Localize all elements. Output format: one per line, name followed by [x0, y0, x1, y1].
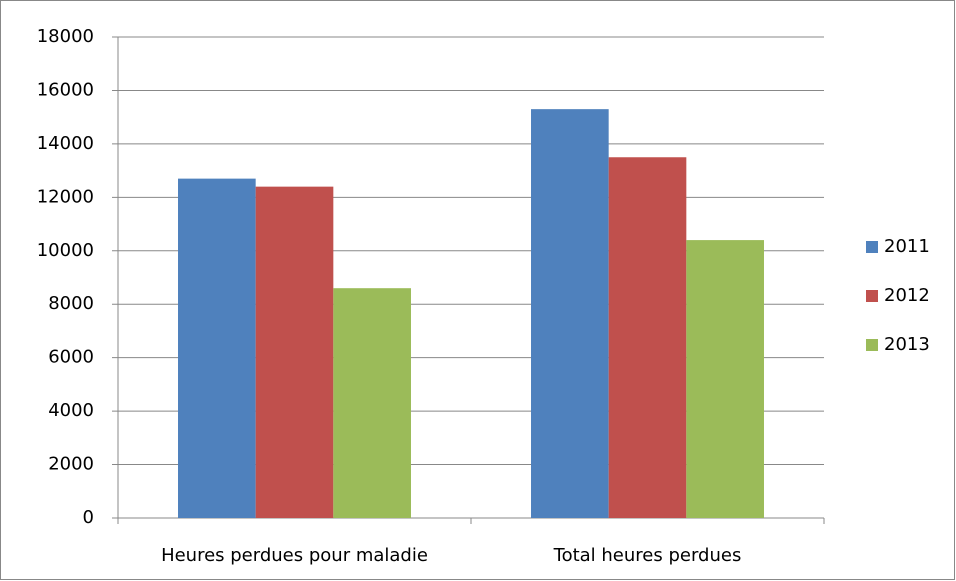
y-tick-label: 10000	[37, 240, 94, 261]
y-tick-label: 18000	[37, 26, 94, 47]
y-tick-label: 4000	[48, 400, 94, 421]
legend-label: 2013	[884, 334, 930, 355]
x-tick-label: Total heures perdues	[553, 545, 742, 566]
legend-label: 2012	[884, 285, 930, 306]
y-tick-label: 8000	[48, 293, 94, 314]
x-tick-label: Heures perdues pour maladie	[161, 545, 428, 566]
bar	[608, 157, 687, 518]
bar	[333, 288, 411, 518]
legend-swatch	[866, 290, 878, 302]
bar	[178, 178, 256, 518]
legend-swatch	[866, 241, 878, 253]
y-tick-label: 6000	[48, 347, 94, 368]
legend-swatch	[866, 339, 878, 351]
bar	[531, 109, 609, 519]
y-tick-label: 12000	[37, 186, 94, 207]
y-tick-label: 0	[83, 507, 94, 528]
y-tick-label: 16000	[37, 79, 94, 100]
y-tick-label: 14000	[37, 133, 94, 154]
bar	[255, 186, 334, 518]
y-tick-label: 2000	[48, 454, 94, 475]
bar	[686, 240, 764, 519]
legend-label: 2011	[884, 236, 930, 257]
